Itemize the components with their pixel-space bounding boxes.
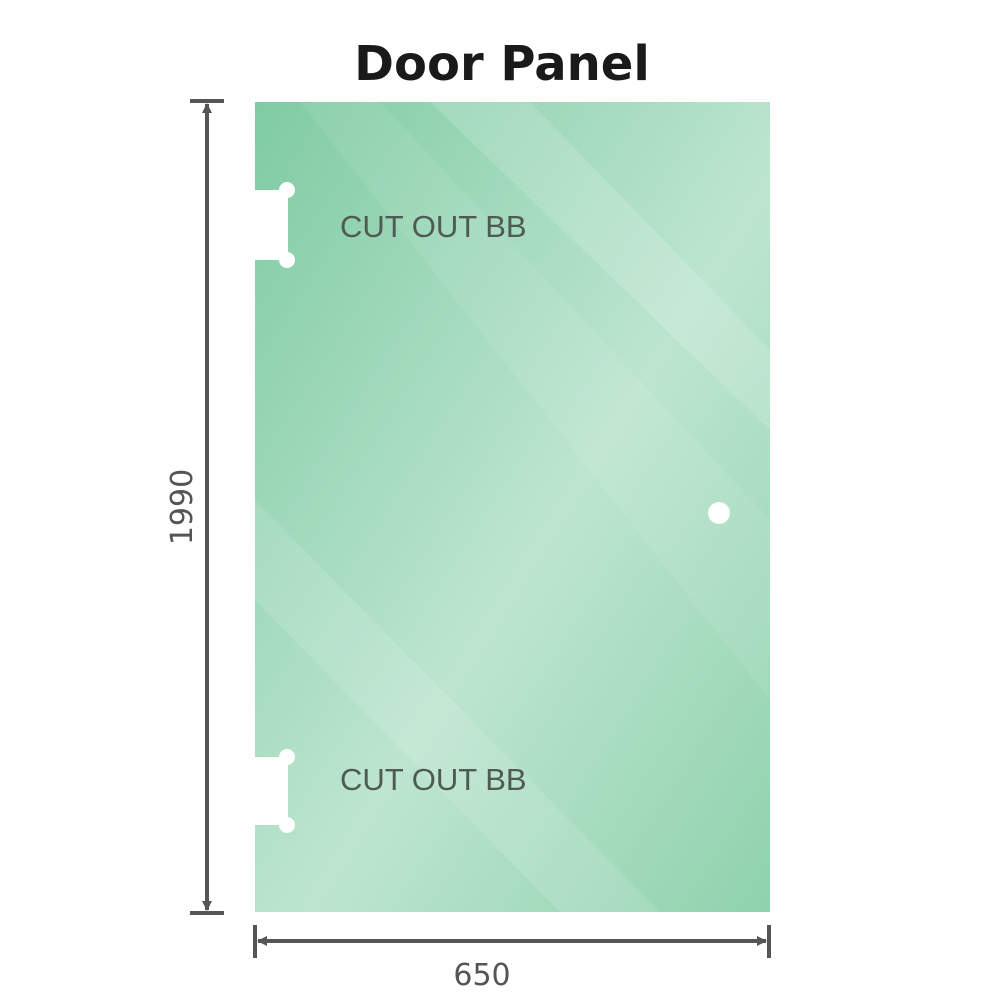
height-dimension (190, 99, 224, 915)
width-label: 650 (453, 958, 510, 993)
cutout-bottom (253, 749, 295, 833)
cutout-top (253, 182, 295, 268)
cutout-top-label: CUT OUT BB (340, 209, 527, 244)
width-dimension (253, 925, 771, 958)
cutout-bottom-label: CUT OUT BB (340, 762, 527, 797)
glass-panel (255, 102, 770, 912)
height-label: 1990 (165, 469, 200, 545)
page-title: Door Panel (354, 36, 650, 92)
handle-hole (708, 502, 730, 524)
